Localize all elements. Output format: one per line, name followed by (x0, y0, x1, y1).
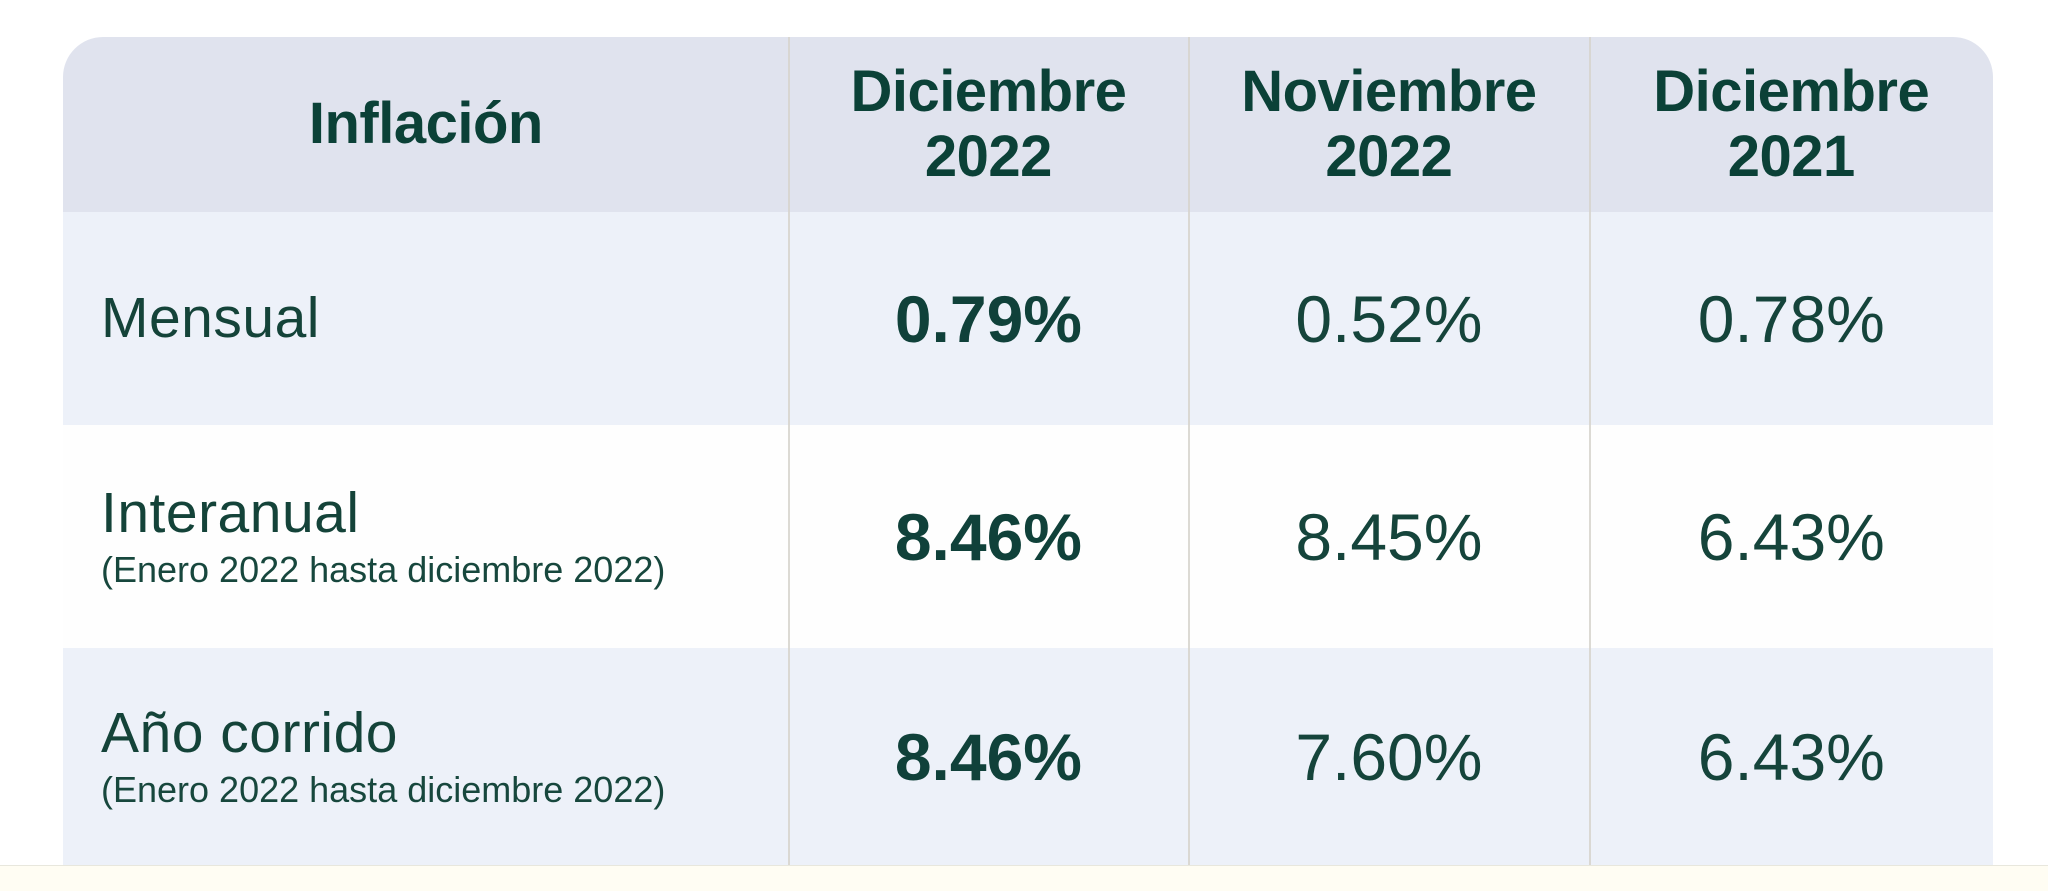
header-cell-inflacion: Inflación (63, 37, 789, 212)
value-text: 0.78% (1697, 281, 1885, 356)
header-label: Inflación (308, 91, 543, 157)
header-label: Diciembre 2022 (850, 58, 1127, 189)
row-label-cell-interanual: Interanual (Enero 2022 hasta diciembre 2… (63, 425, 789, 648)
row-label-cell-ano-corrido: Año corrido (Enero 2022 hasta diciembre … (63, 648, 789, 865)
header-cell-noviembre-2022: Noviembre 2022 (1188, 37, 1589, 212)
header-cell-diciembre-2022: Diciembre 2022 (789, 37, 1189, 212)
value-text: 8.45% (1295, 499, 1483, 574)
inflation-table: Inflación Diciembre 2022 Noviembre 2022 … (63, 37, 1993, 865)
header-cell-diciembre-2021: Diciembre 2021 (1590, 37, 1993, 212)
value-text: 8.46% (894, 719, 1082, 794)
value-text: 0.52% (1295, 281, 1483, 356)
table-row-interanual: Interanual (Enero 2022 hasta diciembre 2… (63, 425, 1993, 648)
value-text: 7.60% (1295, 719, 1483, 794)
table-row-mensual: Mensual 0.79% 0.52% 0.78% (63, 212, 1993, 425)
value-text: 8.46% (894, 499, 1082, 574)
row-note: (Enero 2022 hasta diciembre 2022) (101, 549, 666, 591)
row-label: Año corrido (101, 700, 398, 765)
table-row-ano-corrido: Año corrido (Enero 2022 hasta diciembre … (63, 648, 1993, 865)
header-label: Diciembre 2021 (1653, 58, 1930, 189)
row-label: Mensual (101, 286, 320, 351)
value-text: 6.43% (1697, 719, 1885, 794)
value-text: 0.79% (894, 281, 1082, 356)
value-cell-mensual-dic2021: 0.78% (1590, 212, 1993, 425)
header-label: Noviembre 2022 (1241, 58, 1537, 189)
value-cell-ano-corrido-dic2021: 6.43% (1590, 648, 1993, 865)
table-header-row: Inflación Diciembre 2022 Noviembre 2022 … (63, 37, 1993, 212)
value-cell-mensual-nov2022: 0.52% (1188, 212, 1589, 425)
row-label: Interanual (101, 480, 360, 545)
value-cell-interanual-dic2022: 8.46% (789, 425, 1189, 648)
value-cell-ano-corrido-nov2022: 7.60% (1188, 648, 1589, 865)
row-note: (Enero 2022 hasta diciembre 2022) (101, 769, 666, 811)
page-bottom-strip (0, 865, 2048, 891)
value-cell-ano-corrido-dic2022: 8.46% (789, 648, 1189, 865)
value-cell-mensual-dic2022: 0.79% (789, 212, 1189, 425)
value-cell-interanual-dic2021: 6.43% (1590, 425, 1993, 648)
value-cell-interanual-nov2022: 8.45% (1188, 425, 1589, 648)
value-text: 6.43% (1697, 499, 1885, 574)
row-label-cell-mensual: Mensual (63, 212, 789, 425)
